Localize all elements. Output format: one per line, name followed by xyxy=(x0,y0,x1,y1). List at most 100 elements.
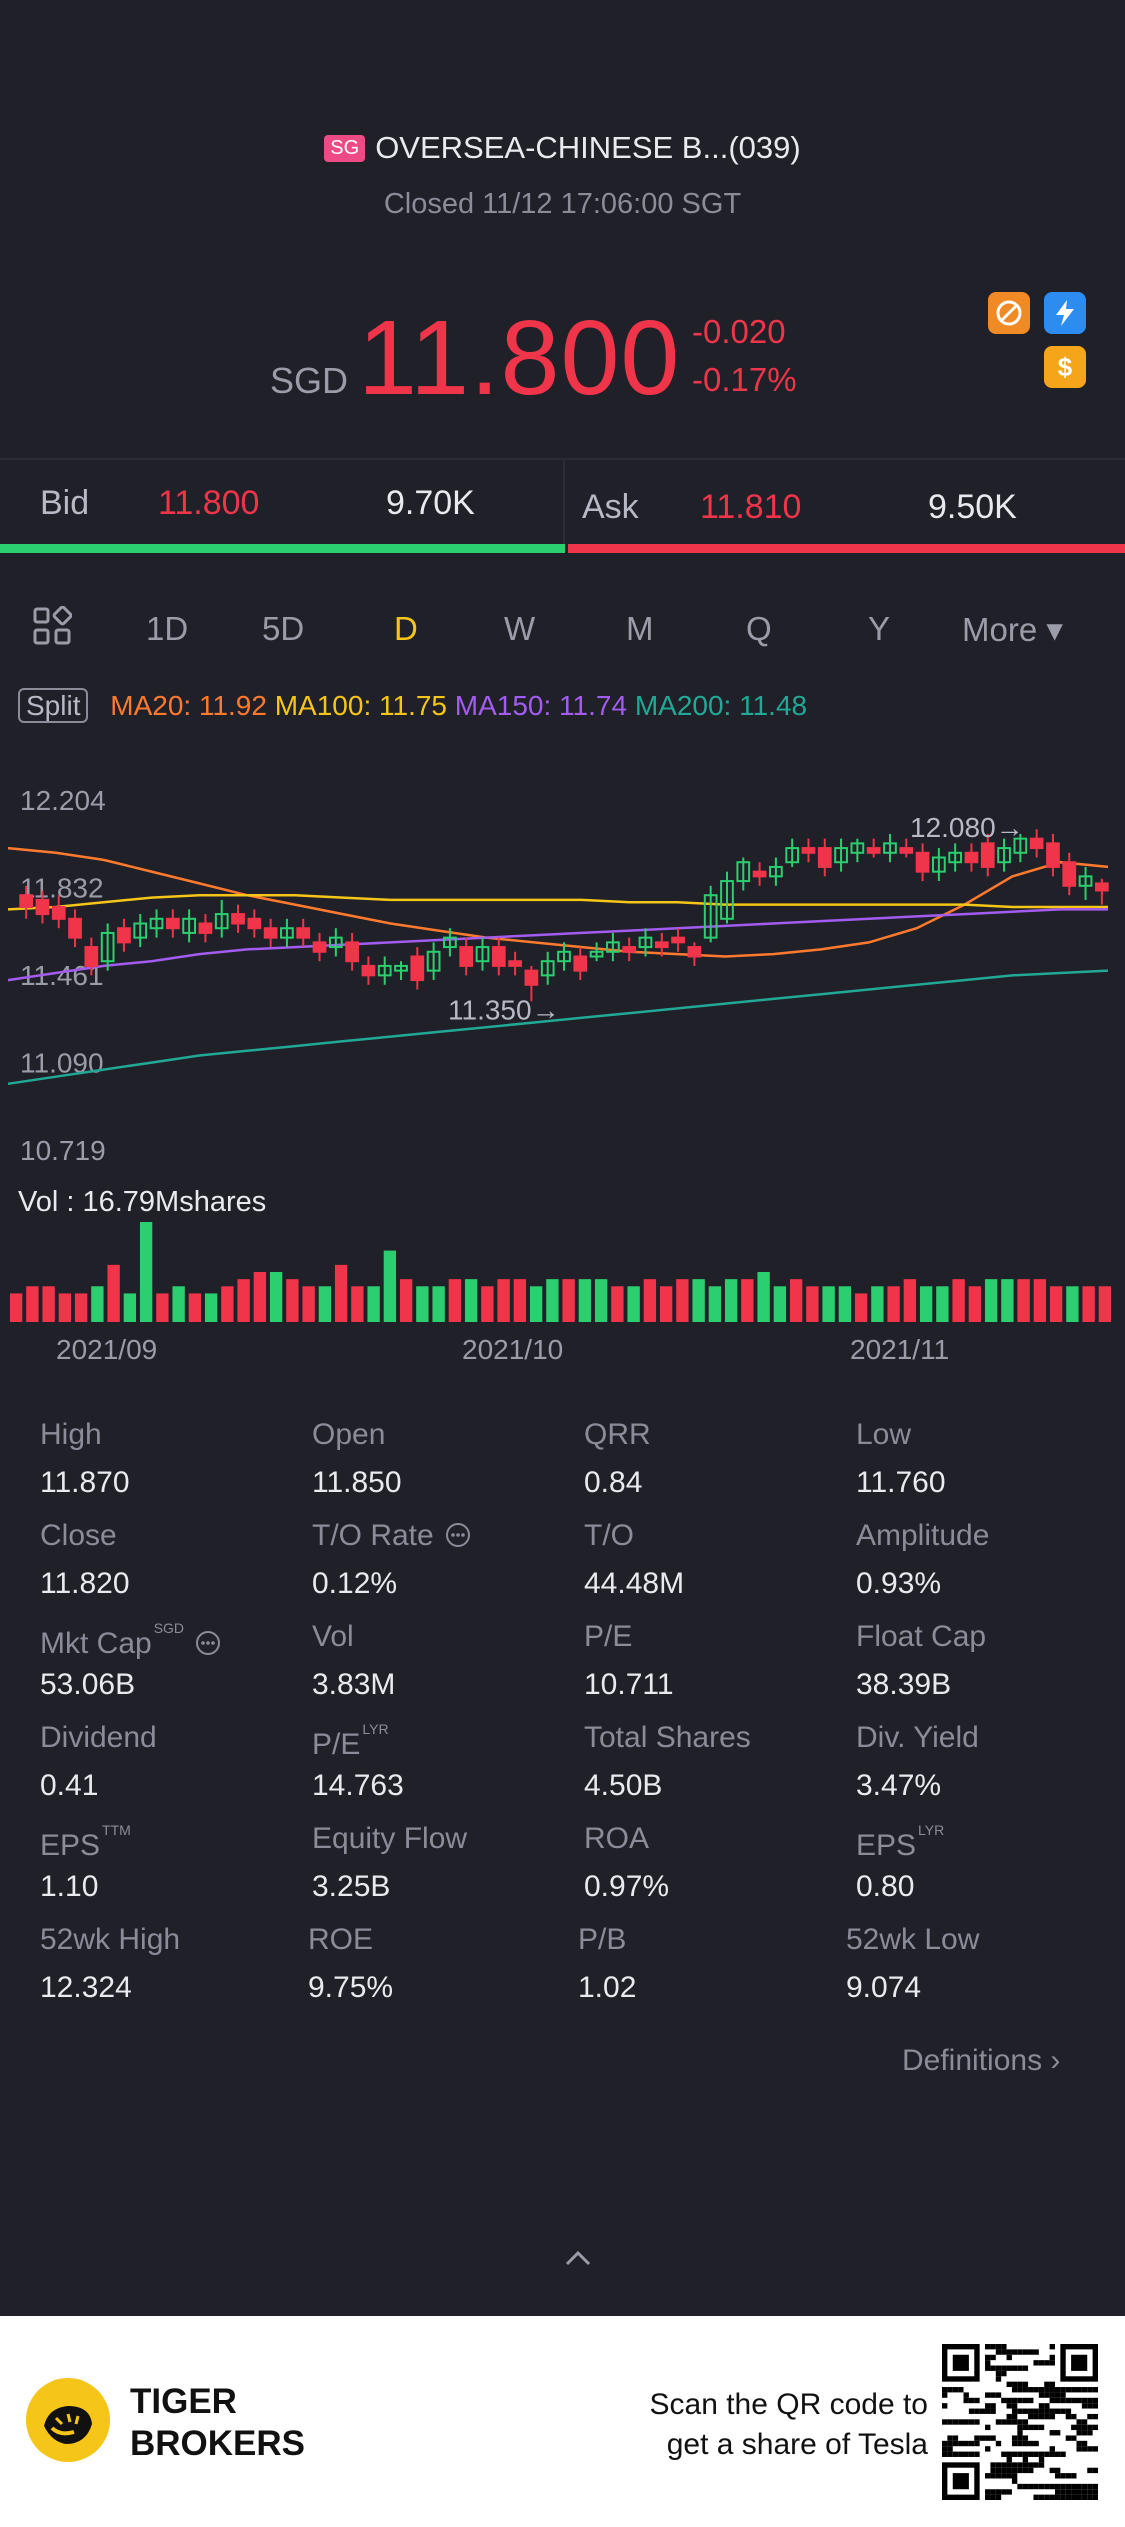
qr-module xyxy=(995,2344,1002,2350)
qr-module xyxy=(1038,2403,1045,2409)
volume-bar xyxy=(237,1279,250,1322)
stat-superscript: LYR xyxy=(918,1822,945,1838)
stat-label-text: Div. Yield xyxy=(856,1721,979,1754)
qr-module xyxy=(968,2408,975,2414)
stat-superscript: SGD xyxy=(153,1620,185,1636)
volume-chart[interactable] xyxy=(0,1218,1125,1324)
definitions-link[interactable]: Definitions › xyxy=(902,2044,1060,2078)
qr-module xyxy=(990,2467,996,2474)
qr-module xyxy=(990,2354,996,2361)
stat-label-text: EPS xyxy=(856,1829,917,1862)
qr-module xyxy=(947,2387,953,2393)
stat-value: 1.10 xyxy=(40,1870,99,1903)
qr-module xyxy=(1017,2483,1023,2490)
stat-label: QRR xyxy=(584,1418,651,1452)
qr-module xyxy=(1017,2424,1023,2431)
qr-module xyxy=(1060,2494,1066,2500)
qr-module xyxy=(963,2392,969,2398)
candle-body xyxy=(214,913,229,930)
no-short-icon[interactable] xyxy=(988,292,1030,334)
stat-value: 9.074 xyxy=(846,1971,922,2004)
volume-bar xyxy=(497,1279,510,1322)
qr-module xyxy=(1087,2467,1093,2474)
qr-module xyxy=(1001,2365,1007,2371)
tab-d[interactable]: D xyxy=(394,610,418,647)
volume-bar xyxy=(513,1279,527,1322)
layout-grid-icon[interactable] xyxy=(32,605,73,651)
qr-module xyxy=(1076,2446,1082,2452)
chevron-up-icon[interactable] xyxy=(565,2240,591,2274)
volume-bar xyxy=(952,1279,965,1322)
bid-price: 11.800 xyxy=(158,484,260,522)
candle-body xyxy=(997,847,1011,864)
stat-label: Open xyxy=(312,1418,385,1452)
qr-module xyxy=(1001,2467,1007,2474)
qr-module xyxy=(1044,2387,1050,2393)
volume-bar xyxy=(188,1293,202,1322)
candle-body xyxy=(915,851,930,873)
volume-bar xyxy=(42,1286,55,1322)
stat-value: 10.711 xyxy=(584,1668,674,1701)
split-toggle[interactable]: Split xyxy=(18,688,89,723)
lightning-icon[interactable] xyxy=(1044,292,1086,334)
candle-body xyxy=(361,964,376,977)
candle-body xyxy=(980,842,995,868)
candle xyxy=(182,909,197,943)
qr-module xyxy=(1022,2435,1029,2441)
qr-module xyxy=(1001,2451,1007,2457)
tab-m[interactable]: M xyxy=(626,610,654,647)
candle-body xyxy=(703,894,718,939)
candle-body xyxy=(100,931,115,963)
tab-y[interactable]: Y xyxy=(868,610,891,647)
candle xyxy=(1078,866,1093,900)
stat-label: Dividend xyxy=(40,1721,157,1755)
candle-body xyxy=(312,941,327,953)
candle xyxy=(1062,852,1077,896)
qr-module xyxy=(1011,2473,1018,2479)
qr-module xyxy=(1006,2403,1012,2409)
promo-text-line2: get a share of Tesla xyxy=(666,2428,928,2461)
qr-module xyxy=(1011,2435,1018,2441)
info-icon[interactable] xyxy=(444,1519,472,1552)
ma200-value: MA200: 11.48 xyxy=(634,690,808,721)
candle xyxy=(149,909,164,938)
stat-value: 11.850 xyxy=(312,1466,402,1499)
qr-module xyxy=(1017,2462,1023,2468)
qr-module xyxy=(1049,2360,1055,2366)
qr-module xyxy=(1081,2483,1088,2490)
candle xyxy=(475,937,490,971)
qr-module xyxy=(1044,2408,1050,2414)
stat-label-text: P/B xyxy=(578,1923,627,1956)
qr-module xyxy=(1049,2387,1055,2393)
qr-module xyxy=(1049,2483,1055,2490)
qr-module xyxy=(1006,2365,1012,2371)
tab-more[interactable]: More ▾ xyxy=(962,611,1063,648)
qr-module xyxy=(1028,2397,1034,2404)
qr-module xyxy=(1092,2403,1098,2409)
tab-5d[interactable]: 5D xyxy=(262,610,305,647)
candle xyxy=(703,885,718,943)
candle xyxy=(426,942,441,981)
qr-module xyxy=(1022,2483,1029,2490)
candle-body xyxy=(459,946,474,967)
stat-label-text: Dividend xyxy=(40,1721,157,1754)
volume-bar xyxy=(708,1286,722,1322)
qr-module xyxy=(990,2392,996,2398)
volume-bar xyxy=(367,1286,380,1322)
tab-q[interactable]: Q xyxy=(746,610,772,647)
dollar-icon[interactable]: $ xyxy=(1044,346,1086,388)
qr-module xyxy=(985,2392,991,2398)
volume-bar xyxy=(123,1293,137,1322)
volume-bar xyxy=(204,1293,218,1322)
candlestick-chart[interactable]: 12.20411.83211.46111.09010.71912.080→11.… xyxy=(0,770,1125,1180)
qr-module xyxy=(1054,2473,1061,2479)
qr-module xyxy=(1028,2349,1034,2355)
tab-1d[interactable]: 1D xyxy=(146,610,189,647)
info-icon[interactable] xyxy=(194,1627,222,1660)
qr-module xyxy=(1087,2494,1093,2500)
stat-label: ROE xyxy=(308,1923,373,1957)
volume-bar xyxy=(286,1279,299,1322)
qr-module xyxy=(1006,2413,1012,2420)
stat-value: 0.12% xyxy=(312,1567,398,1600)
tab-w[interactable]: W xyxy=(504,610,536,647)
